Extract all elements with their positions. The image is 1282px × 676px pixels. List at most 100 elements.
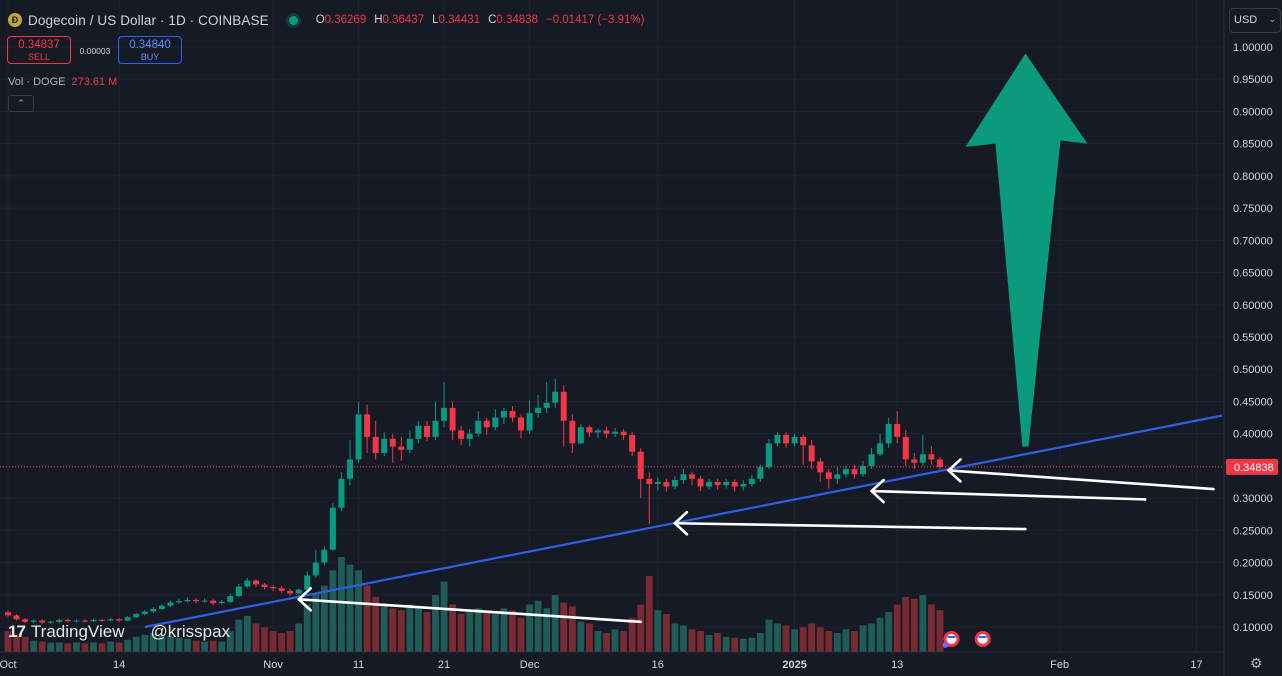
candlesticks	[5, 378, 943, 624]
candle-body	[714, 482, 721, 486]
volume-bar	[4, 631, 12, 652]
candle-body	[765, 443, 772, 468]
candle-body	[475, 420, 482, 434]
candle-body	[577, 427, 584, 444]
volume-bar	[842, 629, 850, 652]
candle-body	[723, 482, 730, 486]
buy-button[interactable]: 0.34840 BUY	[118, 36, 182, 64]
volume-bar	[312, 593, 320, 652]
candle-body	[663, 482, 670, 487]
volume-bar	[534, 600, 542, 652]
volume-bar	[731, 637, 739, 652]
volume-bars	[4, 557, 944, 652]
price-tick-label: 0.90000	[1233, 106, 1273, 118]
candle-body	[834, 474, 841, 479]
event-icon-stripe	[947, 636, 956, 638]
candle-body	[389, 438, 396, 447]
symbol-header[interactable]: Ð Dogecoin / US Dollar · 1D · COINBASE O…	[8, 11, 644, 29]
candle-body	[133, 614, 140, 618]
candle-body	[184, 599, 191, 602]
candle-body	[911, 459, 918, 463]
volume-bar	[73, 642, 80, 652]
time-axis[interactable]: Oct 14 Nov 11 21 Dec 16 2025 13 Feb 17	[0, 651, 1224, 671]
candle-body	[466, 433, 473, 439]
time-tick-label: 11	[353, 659, 364, 671]
arrow-head	[297, 586, 313, 612]
volume-bar	[936, 610, 944, 652]
candle-body	[509, 411, 516, 418]
volume-bar	[13, 634, 20, 652]
candle-body	[560, 391, 567, 421]
symbol-title[interactable]: Dogecoin / US Dollar · 1D · COINBASE	[28, 12, 269, 28]
volume-bar	[876, 617, 884, 652]
volume-bar	[380, 604, 388, 652]
price-tick-label: 0.40000	[1233, 429, 1273, 441]
volume-bar	[748, 637, 756, 652]
candle-body	[312, 562, 319, 576]
time-tick-label: Dec	[520, 659, 540, 671]
volume-bar	[303, 604, 311, 652]
time-tick-label: Oct	[0, 659, 17, 671]
collapse-indicators-button[interactable]: ⌃	[8, 95, 34, 112]
candle-body	[603, 430, 610, 434]
price-tick-label: 0.70000	[1233, 235, 1273, 247]
tradingview-brand: TradingView	[30, 622, 125, 641]
change-value: −0.01417 (−3.91%)	[545, 14, 645, 26]
volume-bar	[808, 623, 816, 652]
candle-body	[47, 621, 54, 623]
price-axis[interactable]: 1.00000 0.95000 0.90000 0.85000 0.80000 0.750…	[1223, 0, 1278, 676]
annotation-arrows	[297, 458, 1215, 624]
volume-bar	[782, 625, 790, 652]
volume-bar	[560, 602, 568, 652]
candle-body	[808, 445, 815, 462]
volume-bar	[680, 625, 687, 652]
volume-bar	[662, 614, 670, 652]
candle-body	[740, 483, 747, 487]
volume-bar	[594, 631, 602, 652]
candle-body	[355, 414, 362, 460]
candle-body	[218, 601, 225, 604]
gear-icon[interactable]: ⚙	[1250, 655, 1263, 671]
candle-body	[637, 451, 644, 479]
volume-bar	[705, 634, 713, 652]
volume-bar	[543, 608, 551, 652]
volume-bar	[825, 631, 833, 652]
candle-body	[825, 472, 832, 479]
candle-body	[458, 430, 465, 439]
candle-body	[552, 391, 559, 403]
sell-button[interactable]: 0.34837 SELL	[7, 36, 71, 64]
candle-body	[594, 430, 601, 433]
candle-body	[304, 575, 311, 590]
candle-body	[654, 482, 661, 484]
candle-body	[868, 454, 875, 466]
candle-body	[449, 407, 456, 431]
volume-bar	[346, 564, 354, 652]
volume-legend[interactable]: Vol · DOGE 273.61 M	[8, 76, 118, 88]
time-tick-label: 21	[438, 659, 450, 671]
time-tick-label: Feb	[1050, 659, 1069, 671]
event-icons[interactable]	[942, 631, 991, 648]
volume-bar	[688, 629, 696, 652]
gridlines	[0, 0, 1222, 652]
arrow-head	[673, 510, 689, 536]
candle-body	[441, 407, 448, 421]
candle-body	[885, 424, 892, 444]
volume-bar	[697, 631, 704, 652]
candle-body	[81, 620, 88, 622]
chevron-up-icon: ⌃	[17, 98, 25, 108]
volume-bar	[910, 598, 918, 652]
volume-bar	[637, 604, 645, 652]
volume-bar	[517, 617, 525, 652]
price-tick-label: 1.00000	[1233, 42, 1273, 54]
currency-select[interactable]: USD ⌄	[1229, 8, 1281, 33]
candle-body	[167, 602, 174, 606]
volume-bar	[81, 643, 89, 652]
support-trendline	[144, 414, 1223, 629]
candle-body	[124, 617, 131, 621]
volume-bar	[568, 606, 576, 652]
volume-bar	[893, 604, 901, 652]
candle-body	[338, 478, 345, 508]
price-tick-label: 0.20000	[1233, 558, 1273, 570]
volume-bar	[449, 604, 456, 652]
